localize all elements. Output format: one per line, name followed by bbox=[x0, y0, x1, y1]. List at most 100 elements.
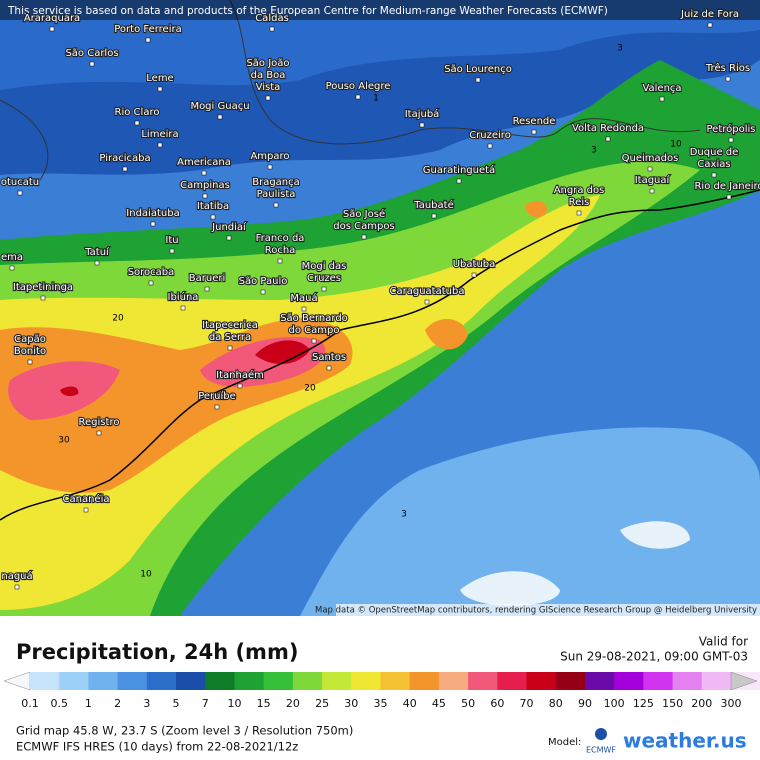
precip-area bbox=[0, 195, 600, 610]
city-label: Taubaté bbox=[413, 199, 453, 211]
city-label: Volta Redonda bbox=[572, 123, 644, 134]
city-marker bbox=[169, 248, 175, 254]
legend-label: 5 bbox=[173, 697, 180, 710]
city-marker bbox=[89, 61, 95, 67]
legend-label: 80 bbox=[549, 697, 563, 710]
city-label: São Paulo bbox=[239, 276, 288, 287]
city-label: Franco da bbox=[256, 233, 305, 244]
city-marker bbox=[145, 37, 151, 43]
city-marker bbox=[725, 76, 731, 82]
city-marker bbox=[96, 430, 102, 436]
city-marker bbox=[122, 166, 128, 172]
city-marker bbox=[321, 286, 327, 292]
city-label: Piracicaba bbox=[99, 153, 150, 164]
city-label: Pouso Alegre bbox=[326, 81, 391, 92]
legend-label: 15 bbox=[257, 697, 271, 710]
contour-label: 3 bbox=[591, 146, 597, 156]
city-marker bbox=[260, 289, 266, 295]
city-marker bbox=[361, 234, 367, 240]
color-legend: 0.1 0.5 1 2 3 5 7 10 15 20 25 30 35 40 45 50 60 70 80 90 100… bbox=[3, 671, 760, 710]
legend-swatch bbox=[409, 672, 440, 690]
city-marker bbox=[180, 305, 186, 311]
city-label: naguá bbox=[1, 570, 32, 582]
legend-swatch bbox=[497, 672, 528, 690]
legend-swatch bbox=[322, 672, 352, 690]
city-marker bbox=[94, 260, 100, 266]
legend-swatch bbox=[614, 672, 644, 690]
legend-label: 70 bbox=[520, 697, 534, 710]
city-label: otucatu bbox=[1, 177, 39, 188]
contour-label: 20 bbox=[304, 384, 316, 394]
city-label: Mogi Guaçu bbox=[190, 101, 249, 112]
city-marker bbox=[204, 286, 210, 292]
city-marker bbox=[311, 338, 317, 344]
contour-label: 30 bbox=[58, 436, 70, 446]
city-label: Barueri bbox=[189, 273, 225, 284]
legend-label: 20 bbox=[286, 697, 300, 710]
city-label: Ibiúna bbox=[168, 291, 199, 303]
city-label: Registro bbox=[79, 417, 120, 428]
city-label: Jundiaí bbox=[211, 221, 247, 233]
legend-swatch bbox=[351, 672, 381, 690]
legend-label: 50 bbox=[461, 697, 475, 710]
city-marker bbox=[431, 213, 437, 219]
city-marker bbox=[647, 166, 653, 172]
city-label: Tatuí bbox=[84, 246, 110, 258]
city-marker bbox=[202, 193, 208, 199]
contour-label: 1 bbox=[373, 94, 379, 104]
legend-label: 90 bbox=[578, 697, 592, 710]
banner-bg bbox=[0, 0, 760, 20]
city-marker bbox=[471, 272, 477, 278]
city-label: Rio Claro bbox=[115, 107, 160, 118]
city-label: Cananéia bbox=[63, 493, 110, 505]
city-label: Araraquara bbox=[24, 13, 80, 24]
city-marker bbox=[277, 258, 283, 264]
legend-label: 1 bbox=[85, 697, 92, 710]
city-marker bbox=[456, 178, 462, 184]
legend-swatch bbox=[30, 672, 60, 690]
city-marker bbox=[424, 299, 430, 305]
city-label: Itu bbox=[165, 235, 178, 246]
city-label: Resende bbox=[513, 116, 556, 127]
contour-label: 10 bbox=[140, 570, 152, 580]
legend-swatch bbox=[292, 672, 323, 690]
legend-label: 3 bbox=[143, 697, 150, 710]
city-label: Americana bbox=[177, 157, 231, 168]
city-marker bbox=[14, 584, 20, 590]
valid-time: Sun 29-08-2021, 09:00 GMT-03 bbox=[560, 650, 748, 664]
city-marker bbox=[265, 95, 271, 101]
legend-label: 200 bbox=[691, 697, 712, 710]
legend-label: 25 bbox=[315, 697, 329, 710]
city-label: São Bernardo bbox=[280, 313, 348, 324]
contour-label: 20 bbox=[112, 314, 124, 324]
city-label: Itapetininga bbox=[13, 282, 73, 293]
city-marker bbox=[475, 77, 481, 83]
city-label: Amparo bbox=[250, 151, 289, 162]
city-label: Petrópolis bbox=[707, 123, 756, 135]
legend-label: 300 bbox=[721, 697, 742, 710]
attribution: Map data © OpenStreetMap contributors, r… bbox=[315, 606, 757, 616]
city-marker bbox=[659, 96, 665, 102]
city-label: Cruzeiro bbox=[469, 130, 511, 141]
legend-swatch bbox=[526, 672, 557, 690]
model-label: Model: bbox=[548, 737, 581, 748]
city-label: Porto Ferreira bbox=[114, 24, 181, 35]
city-marker bbox=[157, 142, 163, 148]
city-marker bbox=[605, 136, 611, 142]
city-label: São Carlos bbox=[65, 48, 118, 59]
city-label: Itanhaém bbox=[216, 369, 264, 381]
city-marker bbox=[728, 137, 734, 143]
city-marker bbox=[9, 265, 15, 271]
legend-label: 40 bbox=[403, 697, 417, 710]
legend-swatch bbox=[117, 672, 148, 690]
city-marker bbox=[531, 129, 537, 135]
city-label: do Campo bbox=[289, 325, 340, 336]
city-label: São José bbox=[343, 208, 385, 220]
city-label: Três Rios bbox=[705, 62, 750, 74]
city-label: Mauá bbox=[290, 292, 317, 304]
city-label: Itaguaí bbox=[635, 174, 671, 186]
legend-swatch bbox=[176, 672, 206, 690]
city-label: Sorocaba bbox=[128, 267, 175, 278]
city-label: Limeira bbox=[141, 129, 178, 140]
